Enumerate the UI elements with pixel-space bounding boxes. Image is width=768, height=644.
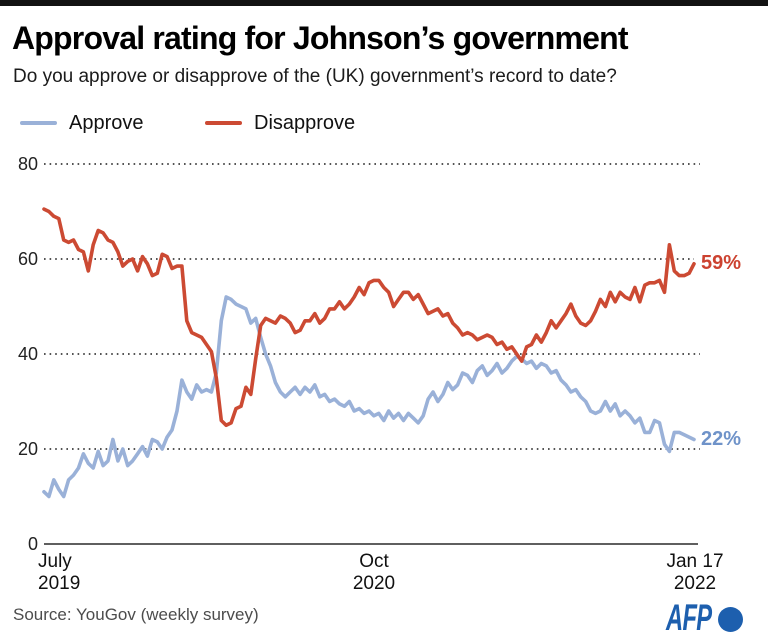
approve-end-value-label: 22% xyxy=(701,427,742,450)
source-credit: Source: YouGov (weekly survey) xyxy=(13,605,259,624)
x-tick-label: 2019 xyxy=(38,573,81,594)
x-tick-label: July xyxy=(38,551,72,572)
x-tick-label: 2020 xyxy=(352,573,396,594)
disapprove-line-swatch xyxy=(205,121,242,125)
legend-label-approve: Approve xyxy=(69,111,144,134)
x-tick-july-2019: July 2019 xyxy=(38,551,80,595)
y-axis-label-80: 80 xyxy=(17,153,38,174)
y-axis-label-0: 0 xyxy=(27,533,38,554)
legend-label-disapprove: Disapprove xyxy=(254,111,356,134)
disapprove-line xyxy=(42,207,696,428)
approve-line-swatch xyxy=(20,121,57,125)
afp-logo-circle-icon xyxy=(718,607,743,632)
disapprove-end-value-label: 59% xyxy=(701,251,742,274)
x-tick-label: Jan 17 xyxy=(666,551,724,572)
y-axis-label-60: 60 xyxy=(17,248,38,269)
x-tick-label: Oct xyxy=(359,551,389,572)
top-bar xyxy=(0,0,768,6)
approve-line xyxy=(42,295,696,499)
x-tick-oct-2020: Oct 2020 xyxy=(342,551,406,595)
legend-item-disapprove: Disapprove xyxy=(205,110,355,136)
y-axis-label-20: 20 xyxy=(17,438,38,459)
page-title: Approval rating for Johnson’s government xyxy=(12,20,629,56)
x-tick-jan-17-2022: Jan 17 2022 xyxy=(658,551,732,595)
subtitle: Do you approve or disapprove of the (UK)… xyxy=(13,66,617,87)
legend-item-approve: Approve xyxy=(20,110,144,136)
x-tick-label: 2022 xyxy=(673,573,717,594)
afp-logo-text: AFP xyxy=(666,597,712,638)
y-axis-label-40: 40 xyxy=(17,343,38,364)
